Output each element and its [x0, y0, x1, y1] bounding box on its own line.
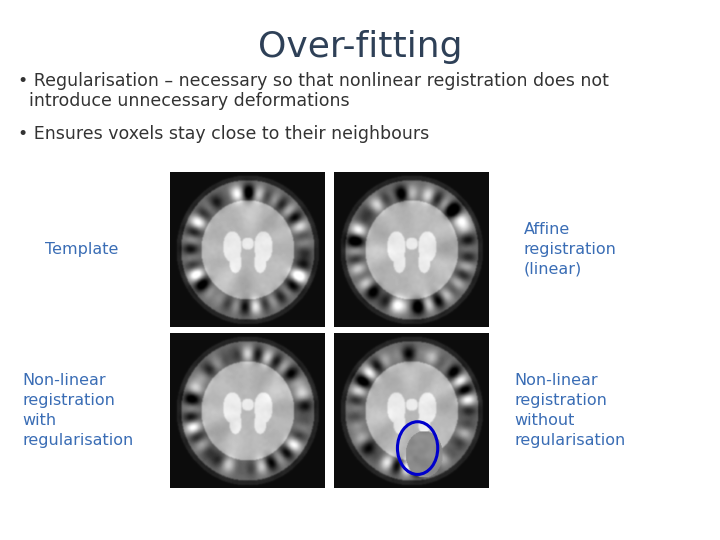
Text: introduce unnecessary deformations: introduce unnecessary deformations — [18, 92, 350, 110]
Text: Affine
registration
(linear): Affine registration (linear) — [523, 222, 616, 277]
Text: Non-linear
registration
without
regularisation: Non-linear registration without regulari… — [514, 373, 626, 448]
Text: Non-linear
registration
with
regularisation: Non-linear registration with regularisat… — [22, 373, 134, 448]
Text: Template: Template — [45, 242, 119, 257]
Text: • Ensures voxels stay close to their neighbours: • Ensures voxels stay close to their nei… — [18, 125, 429, 143]
Text: • Regularisation – necessary so that nonlinear registration does not: • Regularisation – necessary so that non… — [18, 72, 609, 90]
Text: Over-fitting: Over-fitting — [258, 30, 462, 64]
